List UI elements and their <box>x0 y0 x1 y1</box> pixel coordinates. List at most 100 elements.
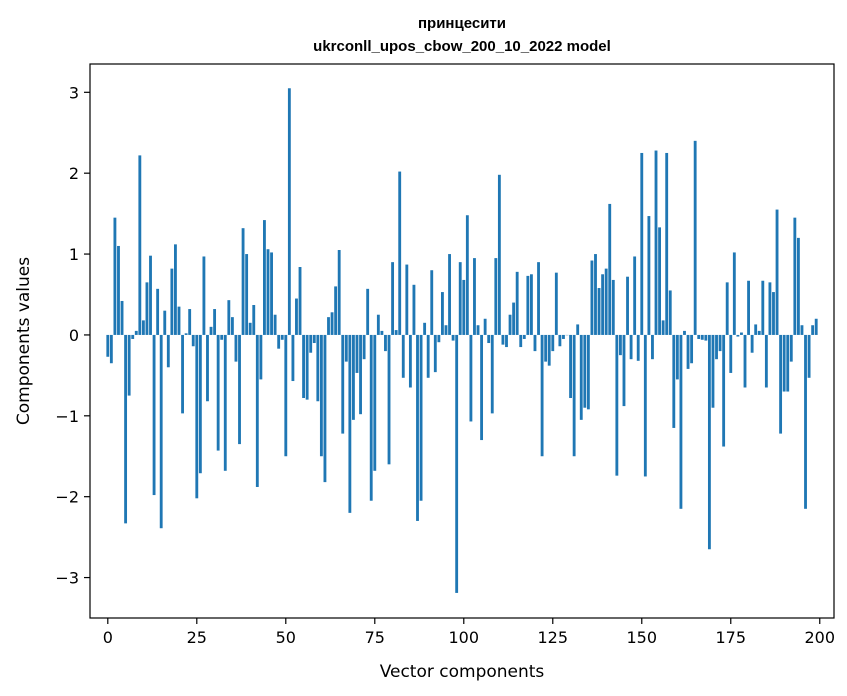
bar-166 <box>697 334 701 339</box>
bar-141 <box>608 203 612 335</box>
bar-28 <box>206 334 209 402</box>
bar-4 <box>120 300 124 335</box>
bar-154 <box>654 150 658 335</box>
bar-147 <box>629 334 633 360</box>
bar-76 <box>376 314 380 335</box>
bar-78 <box>384 334 387 352</box>
bar-186 <box>768 282 772 335</box>
bar-125 <box>551 334 555 352</box>
bar-171 <box>715 334 718 360</box>
bar-0 <box>106 334 110 357</box>
bar-100 <box>462 279 466 335</box>
bar-84 <box>405 264 409 335</box>
x-tick-label: 125 <box>538 628 569 647</box>
bar-163 <box>686 334 690 369</box>
bar-115 <box>515 271 519 335</box>
bar-53 <box>295 298 298 335</box>
bar-144 <box>618 334 622 356</box>
bar-167 <box>700 334 704 340</box>
bar-1 <box>109 334 113 364</box>
bar-58 <box>312 334 316 344</box>
bar-35 <box>230 317 234 335</box>
bar-83 <box>401 334 405 378</box>
bar-101 <box>465 215 469 335</box>
bar-46 <box>270 252 273 335</box>
bar-33 <box>223 334 227 471</box>
bar-146 <box>626 276 629 335</box>
bar-172 <box>718 334 722 352</box>
bar-30 <box>213 309 217 335</box>
bar-184 <box>761 280 765 335</box>
bar-12 <box>149 255 152 335</box>
bar-63 <box>330 312 334 335</box>
bar-96 <box>448 254 451 335</box>
bar-60 <box>319 334 323 457</box>
bar-82 <box>398 171 402 335</box>
bar-137 <box>594 254 597 335</box>
bar-140 <box>604 268 608 335</box>
bar-52 <box>291 334 295 382</box>
y-tick-label: 0 <box>69 326 79 345</box>
bar-152 <box>647 216 651 335</box>
bar-26 <box>198 334 202 474</box>
bar-110 <box>497 174 501 335</box>
bar-93 <box>437 334 441 343</box>
bar-181 <box>750 334 754 353</box>
bar-34 <box>227 300 231 335</box>
bar-81 <box>394 330 398 335</box>
bar-55 <box>302 334 306 399</box>
bar-9 <box>138 155 142 335</box>
bar-105 <box>480 334 484 441</box>
bar-73 <box>366 288 370 335</box>
bar-90 <box>426 334 430 378</box>
bar-187 <box>772 292 775 335</box>
bar-95 <box>444 325 448 335</box>
bar-169 <box>707 334 711 550</box>
bar-142 <box>611 279 615 335</box>
y-tick-label: −2 <box>55 488 79 507</box>
bar-116 <box>519 334 523 348</box>
x-axis-ticks: 0 25 50 75 100 125 150 175 200 <box>103 618 835 647</box>
x-tick-label: 100 <box>449 628 480 647</box>
bar-182 <box>754 324 758 335</box>
bar-92 <box>433 334 437 373</box>
bar-149 <box>636 334 640 361</box>
bar-192 <box>789 334 793 362</box>
bar-109 <box>494 258 498 335</box>
chart-title-line2: ukrconll_upos_cbow_200_10_2022 model <box>313 38 611 55</box>
bar-47 <box>273 314 277 335</box>
bar-94 <box>441 292 444 335</box>
bar-198 <box>811 325 815 335</box>
bar-22 <box>184 333 188 335</box>
bar-175 <box>729 334 733 373</box>
bar-133 <box>579 334 583 420</box>
bar-8 <box>134 330 138 335</box>
bar-106 <box>483 318 487 335</box>
bar-23 <box>188 309 192 335</box>
bar-111 <box>501 334 505 345</box>
bar-68 <box>348 334 352 513</box>
x-tick-label: 0 <box>103 628 113 647</box>
bar-113 <box>508 314 512 335</box>
bar-10 <box>141 320 145 335</box>
bar-38 <box>241 228 245 335</box>
bar-193 <box>793 217 797 335</box>
bar-27 <box>202 256 206 335</box>
bar-104 <box>476 325 480 335</box>
x-tick-label: 200 <box>804 628 835 647</box>
bar-49 <box>280 334 284 340</box>
bar-13 <box>152 334 156 496</box>
bar-108 <box>490 334 494 414</box>
x-tick-label: 50 <box>276 628 296 647</box>
bar-57 <box>309 334 313 353</box>
bar-199 <box>814 318 818 335</box>
bar-189 <box>779 334 783 434</box>
bar-72 <box>362 334 366 360</box>
bar-194 <box>796 237 800 335</box>
x-tick-label: 150 <box>626 628 657 647</box>
bar-124 <box>547 334 551 366</box>
bar-195 <box>800 325 804 335</box>
bar-150 <box>640 152 644 335</box>
x-tick-label: 175 <box>715 628 746 647</box>
